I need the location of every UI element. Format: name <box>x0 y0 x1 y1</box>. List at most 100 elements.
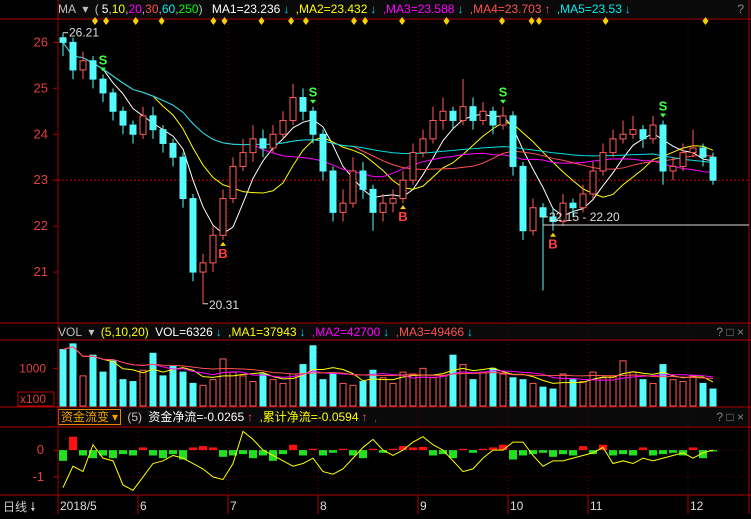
event-marker-icon <box>528 17 535 25</box>
flow-bar <box>669 450 677 453</box>
y-tick-label: 1000 <box>19 361 46 375</box>
event-marker-icon <box>399 17 406 25</box>
flow-bar <box>189 447 197 451</box>
period-selector[interactable]: 日线 🠗 <box>3 498 36 519</box>
candle <box>169 138 177 167</box>
help-button[interactable]: ? <box>737 2 744 16</box>
y-tick-label: 21 <box>34 264 48 279</box>
candle-body <box>339 202 347 213</box>
candle-body <box>439 110 447 121</box>
panel-controls[interactable]: ? □ × <box>716 325 744 339</box>
candle <box>459 79 467 126</box>
annotation-label: 26.21 <box>69 26 99 40</box>
candle <box>299 88 307 121</box>
candle <box>609 129 617 158</box>
ma1-value: MA1=23.236 <box>211 2 281 16</box>
event-marker-icon <box>536 17 542 25</box>
volume-bar <box>99 371 107 407</box>
sell-signal: S <box>309 85 318 100</box>
indicator-name: 资金流变 <box>61 410 110 424</box>
candle <box>649 115 657 144</box>
candle <box>119 106 127 135</box>
flow-bar <box>229 450 237 456</box>
volume-bar <box>139 369 147 407</box>
candle-body <box>639 129 647 140</box>
flow-bar <box>709 450 717 452</box>
arrow-down-icon <box>500 99 506 104</box>
flow-bar <box>459 448 467 451</box>
candle-body <box>349 170 357 204</box>
candle <box>99 74 107 103</box>
candle-body <box>699 147 707 158</box>
panel-controls[interactable]: ? □ × <box>716 410 744 424</box>
flow-bar <box>549 450 557 457</box>
flow-bar <box>599 444 607 451</box>
sell-signal: S <box>499 85 508 100</box>
annotation-label: 20.31 <box>209 298 239 312</box>
flow-bar <box>509 450 517 460</box>
candle-body <box>319 133 327 172</box>
candle-body <box>519 165 527 232</box>
candle <box>679 143 687 171</box>
candle-body <box>619 133 627 140</box>
event-marker-icon <box>221 17 228 25</box>
candle <box>709 152 717 185</box>
volume-bar <box>249 381 257 407</box>
volume-bar <box>379 377 387 407</box>
flow-bar <box>289 444 297 451</box>
volume-bar <box>149 352 157 407</box>
event-marker-icon <box>288 17 295 25</box>
candle-body <box>359 170 367 190</box>
flow-bar <box>539 450 547 453</box>
volume-bar <box>229 371 237 407</box>
volume-header: VOL ▾ (5,10,20) VOL=6326 ↓ ,MA1=37943 ↓ ,M… <box>58 323 751 341</box>
candle <box>129 120 137 144</box>
param-3: 20 <box>128 2 142 16</box>
volume-bar <box>79 375 87 407</box>
flow-bar <box>659 450 667 455</box>
candle <box>269 125 277 153</box>
flow-dropdown[interactable]: 资金流变 ▾ <box>58 409 122 425</box>
volume-dropdown[interactable]: VOL ▾ <box>58 325 95 339</box>
candle <box>519 161 527 240</box>
candle-body <box>489 110 497 126</box>
volume-ma3-line <box>62 346 714 380</box>
flow-bar <box>239 450 247 455</box>
flow-bar <box>199 446 207 451</box>
volume-bar <box>169 365 177 407</box>
candle <box>449 106 457 130</box>
flow-bar <box>59 450 67 461</box>
flow-bar <box>699 450 707 459</box>
param-6: 250 <box>178 2 199 16</box>
candle-body <box>709 156 717 181</box>
flow-bar <box>529 450 537 455</box>
candle-body <box>169 142 177 158</box>
flow-bar <box>179 450 187 460</box>
candle <box>399 171 407 204</box>
indicator-name: MA <box>58 2 76 16</box>
buy-signal: B <box>218 246 227 261</box>
event-marker-icon <box>351 17 357 25</box>
flow-bar <box>399 446 407 451</box>
flow-bar <box>249 450 257 459</box>
candle-body <box>509 115 517 167</box>
candle-body <box>149 115 157 131</box>
candle <box>209 226 217 273</box>
ma4-value: ,MA4=23.703 <box>469 2 542 16</box>
indicator-dropdown[interactable]: MA ▾ <box>58 2 89 16</box>
candle <box>189 193 197 282</box>
y-tick-label: 25 <box>34 80 48 95</box>
y-tick-label: 24 <box>34 126 48 141</box>
candle <box>429 106 437 144</box>
flow-bar <box>79 450 87 456</box>
flow-bar <box>679 450 687 456</box>
volume-bar <box>239 375 247 407</box>
event-marker-icon <box>602 17 609 25</box>
volume-bar <box>659 364 667 407</box>
candle-body <box>99 78 107 94</box>
candle <box>639 125 647 149</box>
flow-bar <box>479 448 487 451</box>
candle <box>489 106 497 135</box>
arrow-up-icon: ↑ <box>247 410 254 424</box>
